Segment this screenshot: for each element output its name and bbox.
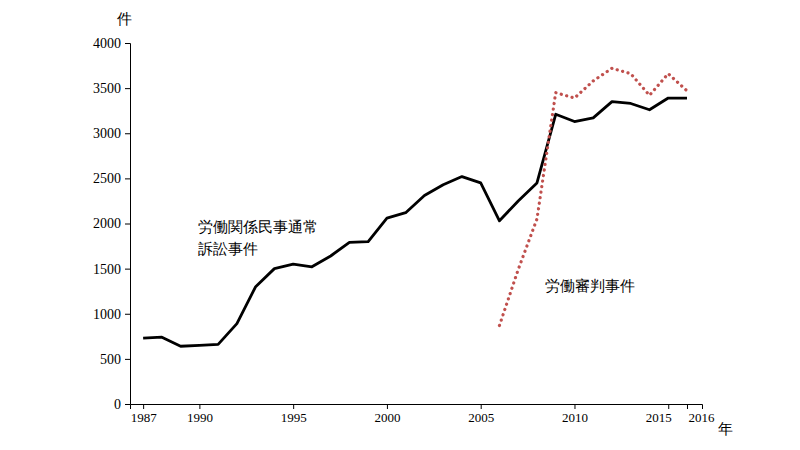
x-axis-line [131, 405, 703, 410]
y-tick-mark [125, 178, 130, 179]
series-label: 労働関係民事通常訴訟事件 [198, 218, 318, 258]
x-tick-mark [387, 404, 388, 409]
y-tick-label: 3000 [93, 126, 121, 141]
y-axis: 0 500 1000 1500 2000 2500 3000 3500 4000 [93, 36, 131, 412]
x-tick-label: 2000 [374, 410, 400, 425]
y-tick: 2500 [93, 171, 130, 186]
y-tick-mark [125, 133, 130, 134]
x-tick: 1995 [281, 404, 307, 425]
series-line [499, 68, 687, 325]
y-tick: 2000 [93, 216, 130, 231]
x-tick: 1990 [187, 404, 213, 425]
y-tick-mark [125, 404, 130, 405]
y-tick: 500 [100, 352, 130, 367]
y-axis-title: 件 [117, 10, 132, 28]
y-tick-mark [125, 359, 130, 360]
x-tick-label: 1987 [131, 410, 158, 425]
x-tick-label: 2005 [468, 410, 494, 425]
y-tick-mark [125, 88, 130, 89]
y-tick-label: 2500 [93, 171, 121, 186]
y-tick: 3500 [93, 81, 130, 96]
y-tick-mark [125, 269, 130, 270]
x-tick-label: 1990 [187, 410, 213, 425]
y-tick-label: 1500 [93, 262, 121, 277]
x-axis: 1987 1990 1995 2000 2005 2010 2015 2016 [131, 404, 715, 425]
x-tick-mark [668, 404, 669, 409]
y-tick-mark [125, 43, 130, 44]
y-tick-label: 2000 [93, 216, 121, 231]
y-tick-label: 500 [100, 352, 121, 367]
x-tick-mark [143, 404, 144, 409]
y-tick-label: 1000 [93, 307, 121, 322]
x-tick-mark [687, 404, 688, 409]
x-tick: 2016 [687, 404, 715, 425]
series-group [143, 68, 687, 346]
x-axis-title: 年 [718, 420, 733, 438]
x-tick-label: 2015 [646, 410, 672, 425]
y-tick-mark [125, 224, 130, 225]
x-tick: 2000 [374, 404, 400, 425]
y-tick-label: 3500 [93, 81, 121, 96]
x-tick-mark [293, 404, 294, 409]
x-tick-label: 2016 [688, 410, 715, 425]
chart: 0 500 1000 1500 2000 2500 3000 3500 4000 1987 1990… [0, 0, 800, 450]
y-axis-line [125, 44, 131, 405]
y-tick-label: 4000 [93, 36, 121, 51]
x-tick-mark [574, 404, 575, 409]
y-tick-mark [125, 314, 130, 315]
x-tick: 1987 [131, 404, 158, 425]
y-tick-label: 0 [114, 397, 121, 412]
x-tick: 2005 [468, 404, 494, 425]
y-tick: 0 [114, 397, 130, 412]
series-label: 労働審判事件 [545, 277, 635, 295]
x-tick-mark [199, 404, 200, 409]
y-tick: 3000 [93, 126, 130, 141]
series-line [143, 98, 687, 346]
x-tick: 2010 [562, 404, 588, 425]
y-tick: 4000 [93, 36, 130, 51]
x-tick-label: 1995 [281, 410, 307, 425]
plot: 0 500 1000 1500 2000 2500 3000 3500 4000 1987 1990… [93, 36, 715, 425]
x-tick-mark [481, 404, 482, 409]
x-tick: 2015 [646, 404, 672, 425]
x-tick-label: 2010 [562, 410, 588, 425]
y-tick: 1000 [93, 307, 130, 322]
y-tick: 1500 [93, 262, 130, 277]
